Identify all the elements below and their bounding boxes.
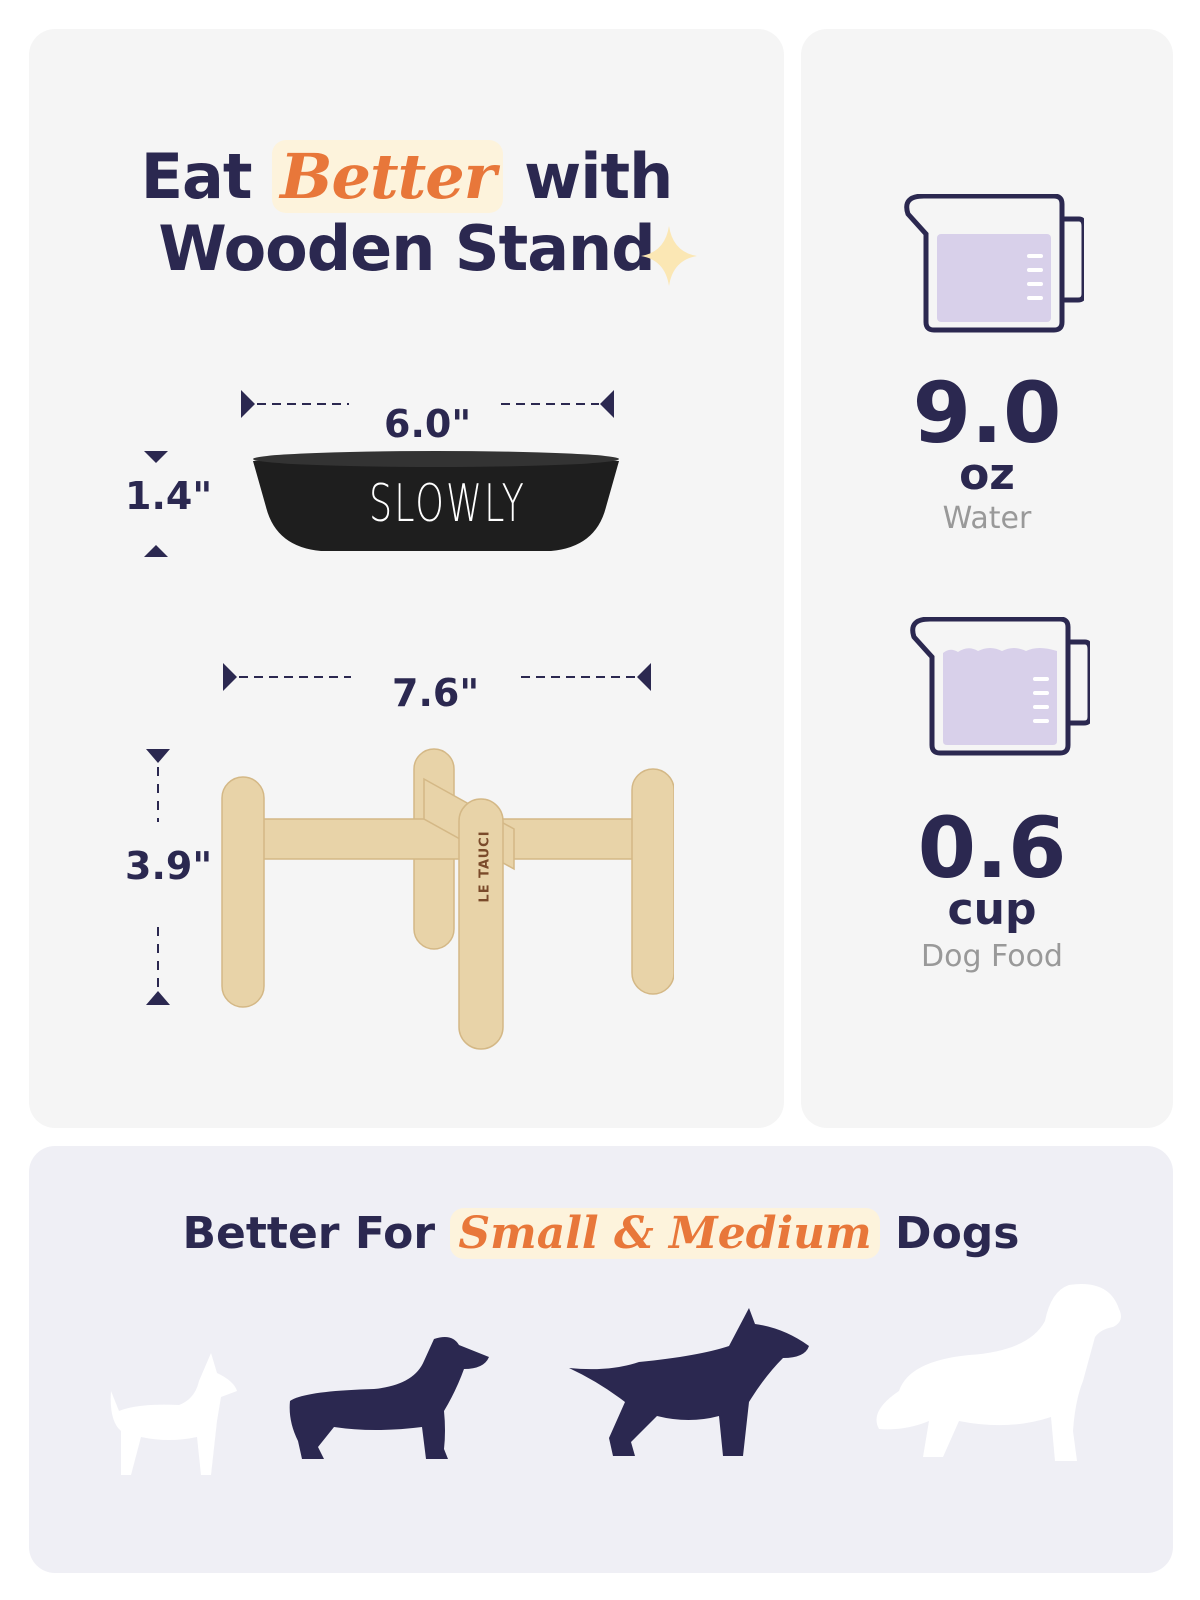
golden-retriever-silhouette-icon [876,1284,1121,1461]
water-capacity-value: 9.0 [912,364,1062,462]
bowl-width-label: 6.0" [384,402,472,446]
bowl-height-label: 1.4" [125,474,213,518]
food-capacity-value: 0.6 [917,799,1067,897]
stand-width-arrow [223,663,651,691]
product-dimensions-card: Eat Better with Wooden Stand 6.0" 1.4" S… [29,29,784,1128]
stand-height-label: 3.9" [125,844,213,888]
bowl-image [253,451,619,551]
stand-width-label: 7.6" [392,671,480,715]
dog-size-title-word: Better For [182,1208,436,1259]
toy-dog-silhouette-icon [110,1353,237,1475]
sparkle-icon [641,226,697,286]
dog-size-highlight: Small & Medium [450,1208,880,1259]
measuring-cup-water-icon [904,194,1084,333]
capacity-card: 9.0 oz Water 0.6 cup Dog Food [801,29,1173,1128]
wooden-stand-image [221,748,674,1050]
headline-word: with [523,140,673,213]
bowl-engraving: SLOWLY [369,474,527,534]
dog-size-card: Better For Small & Medium Dogs [29,1146,1173,1573]
bowl-width-arrow [241,390,614,418]
stand-brand-mark: LE TAUCI [477,830,493,903]
headline: Eat Better with Wooden Stand [29,140,784,285]
dog-size-title: Better For Small & Medium Dogs [29,1208,1173,1259]
food-capacity-unit: cup [947,884,1037,935]
headline-highlight: Better [272,140,504,213]
dog-food-label: Dog Food [921,939,1063,974]
headline-line2: Wooden Stand [158,212,655,285]
headline-word: Eat [140,140,253,213]
water-label: Water [942,501,1032,536]
dachshund-silhouette-icon [289,1337,489,1459]
dog-size-title-word: Dogs [895,1208,1020,1259]
measuring-cup-food-icon [910,617,1090,756]
water-capacity-unit: oz [959,449,1015,500]
bull-terrier-silhouette-icon [569,1308,809,1456]
